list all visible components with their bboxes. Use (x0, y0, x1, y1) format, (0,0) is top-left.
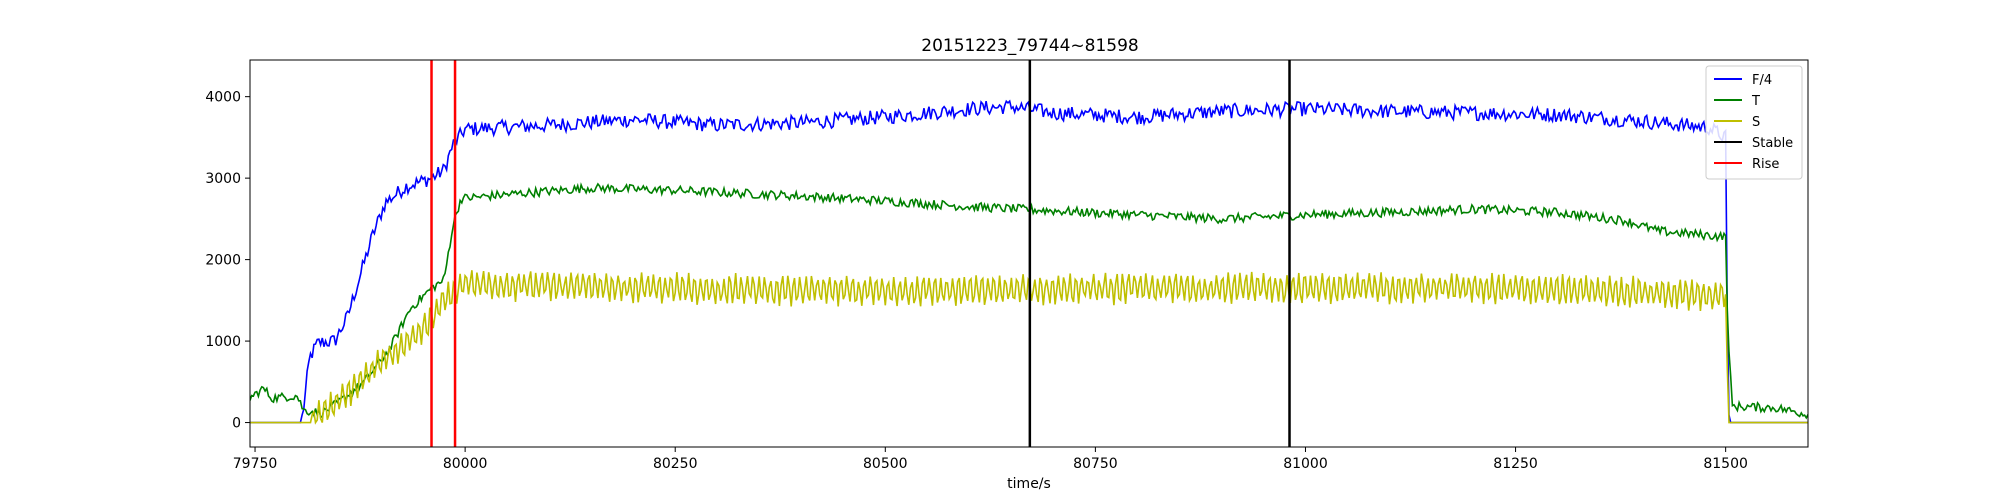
plot-frame (249, 59, 1809, 448)
x-tick-label: 79750 (233, 456, 278, 472)
x-tick-label: 80500 (863, 456, 908, 472)
x-tick-label: 81000 (1283, 456, 1328, 472)
y-tick-label: 1000 (205, 334, 241, 350)
x-tick-label: 80750 (1073, 456, 1118, 472)
legend-label: Rise (1752, 157, 1779, 172)
x-tick-label: 81250 (1493, 456, 1538, 472)
y-tick-label: 4000 (205, 90, 241, 106)
x-axis: 79750 80000 80250 80500 80750 81000 81250 81500 (233, 447, 1748, 472)
y-axis: 0 1000 2000 3000 4000 (205, 90, 250, 432)
legend-label: F/4 (1752, 73, 1772, 88)
y-tick-label: 3000 (205, 171, 241, 187)
y-tick-label: 0 (232, 416, 241, 432)
x-tick-label: 81500 (1703, 456, 1748, 472)
legend-label: Stable (1752, 136, 1793, 151)
legend-box (1705, 65, 1803, 180)
x-tick-label: 80250 (653, 456, 698, 472)
x-tick-label: 80000 (443, 456, 488, 472)
legend-label: T (1751, 94, 1760, 109)
legend-label: S (1752, 115, 1760, 130)
chart-title: 20151223_79744~81598 (921, 36, 1138, 56)
x-axis-label: time/s (1007, 476, 1051, 492)
y-tick-label: 2000 (205, 253, 241, 269)
legend: F/4 TS Stable Rise (1705, 65, 1803, 180)
